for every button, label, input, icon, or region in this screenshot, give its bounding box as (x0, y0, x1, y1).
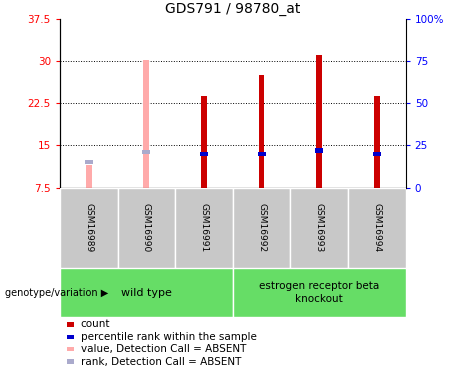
Text: percentile rank within the sample: percentile rank within the sample (81, 332, 257, 342)
Bar (315, 148, 323, 153)
Text: GSM16990: GSM16990 (142, 203, 151, 252)
Bar (259, 75, 265, 188)
Text: rank, Detection Call = ABSENT: rank, Detection Call = ABSENT (81, 357, 241, 366)
FancyBboxPatch shape (233, 268, 406, 317)
Bar (316, 56, 322, 188)
Bar (200, 152, 208, 156)
FancyBboxPatch shape (60, 268, 233, 317)
Text: GSM16994: GSM16994 (372, 203, 381, 252)
Bar (258, 152, 266, 156)
Text: GSM16991: GSM16991 (200, 203, 208, 252)
Text: genotype/variation ▶: genotype/variation ▶ (5, 288, 108, 297)
Bar (201, 96, 207, 188)
Bar (143, 60, 149, 188)
Bar (374, 96, 380, 188)
FancyBboxPatch shape (290, 188, 348, 268)
FancyBboxPatch shape (233, 188, 290, 268)
FancyBboxPatch shape (118, 188, 175, 268)
FancyBboxPatch shape (60, 188, 118, 268)
Text: estrogen receptor beta
knockout: estrogen receptor beta knockout (259, 281, 379, 304)
Text: GSM16992: GSM16992 (257, 203, 266, 252)
Bar (142, 150, 150, 154)
Bar (85, 160, 93, 164)
FancyBboxPatch shape (175, 188, 233, 268)
Title: GDS791 / 98780_at: GDS791 / 98780_at (165, 2, 301, 16)
Text: wild type: wild type (121, 288, 172, 297)
FancyBboxPatch shape (348, 188, 406, 268)
Bar (373, 152, 381, 156)
Text: value, Detection Call = ABSENT: value, Detection Call = ABSENT (81, 344, 246, 354)
Text: GSM16989: GSM16989 (84, 203, 93, 252)
Text: count: count (81, 320, 110, 329)
Bar (86, 165, 92, 188)
Text: GSM16993: GSM16993 (315, 203, 324, 252)
